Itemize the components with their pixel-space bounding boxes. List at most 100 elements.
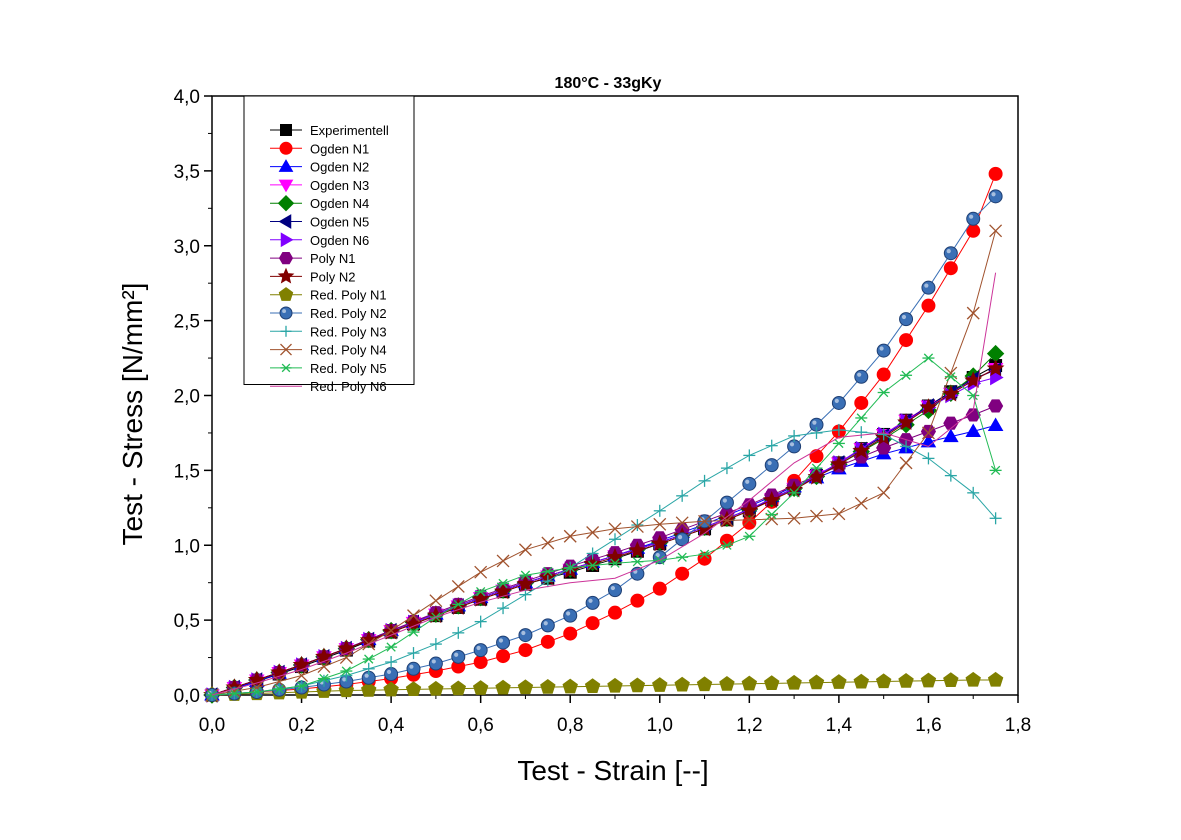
- data-point: [407, 647, 420, 660]
- data-point: [451, 649, 466, 664]
- data-point: [407, 627, 420, 637]
- data-point: [585, 595, 600, 610]
- data-point: [788, 429, 801, 442]
- series-red-poly-n6: [211, 272, 997, 696]
- data-point: [541, 575, 554, 588]
- data-point: [586, 560, 599, 571]
- legend-label: Red. Poly N3: [310, 324, 387, 339]
- data-point: [452, 599, 465, 610]
- data-point: [919, 398, 938, 416]
- legend-marker: [277, 194, 295, 212]
- data-point: [922, 353, 935, 363]
- legend-marker: [278, 179, 294, 193]
- data-point: [832, 438, 845, 449]
- data-point: [583, 554, 602, 572]
- data-point: [788, 488, 801, 498]
- data-point: [496, 649, 511, 664]
- data-point: [497, 602, 510, 615]
- legend-marker: [278, 214, 292, 229]
- data-point: [631, 557, 644, 567]
- data-point: [496, 635, 511, 650]
- data-point: [832, 423, 845, 436]
- data-point: [742, 515, 757, 530]
- data-point: [496, 554, 510, 568]
- data-point: [831, 674, 847, 689]
- data-point: [630, 593, 645, 608]
- axes: 0,0 0,2 0,4 0,6 0,8 1,0 1,2 1,4 1,6 1,8 0,0 0,5 1,0 1…: [174, 87, 1032, 736]
- legend-item: Ogden N3: [270, 178, 369, 193]
- data-point: [676, 489, 689, 502]
- data-point: [965, 671, 981, 687]
- data-point: [920, 672, 937, 688]
- legend-marker: [277, 267, 295, 284]
- legend-label: Red. Poly N5: [310, 361, 387, 376]
- data-point: [385, 642, 398, 652]
- data-point: [989, 465, 1002, 476]
- legend-marker: [279, 141, 293, 155]
- series-line: [211, 272, 997, 696]
- data-point: [540, 618, 555, 633]
- data-point: [943, 416, 959, 430]
- data-point: [786, 674, 802, 690]
- data-point: [718, 510, 736, 528]
- series-layer: [203, 166, 1005, 704]
- data-point: [519, 570, 532, 580]
- legend-label: Experimentell: [310, 123, 389, 138]
- data-point: [629, 677, 646, 693]
- legend-item: Red. Poly N4: [270, 343, 387, 358]
- data-point: [541, 566, 554, 577]
- data-point: [897, 413, 915, 430]
- data-point: [429, 638, 442, 651]
- data-point: [832, 507, 846, 521]
- data-point: [698, 549, 711, 559]
- y-tick-label: 3,0: [174, 237, 200, 258]
- data-point: [295, 681, 308, 691]
- data-point: [988, 189, 1003, 204]
- data-point: [497, 578, 510, 589]
- data-point: [720, 462, 733, 475]
- data-point: [988, 399, 1004, 413]
- data-point: [810, 509, 823, 523]
- legend-label: Ogden N2: [310, 160, 369, 175]
- data-point: [473, 643, 488, 658]
- legend-marker: [280, 124, 292, 136]
- data-point: [741, 675, 758, 691]
- data-point: [696, 676, 713, 692]
- data-point: [406, 661, 421, 676]
- data-point: [943, 261, 958, 276]
- legend-item: Ogden N6: [270, 232, 369, 248]
- x-tick-label: 1,0: [647, 715, 673, 736]
- legend-item: Red. Poly N2: [270, 306, 387, 321]
- legend-label: Poly N1: [310, 251, 356, 266]
- legend-marker: [279, 306, 293, 320]
- legend-marker: [278, 251, 294, 265]
- legend-item: Red. Poly N5: [270, 361, 387, 376]
- data-point: [740, 501, 759, 519]
- legend-label: Red. Poly N1: [310, 288, 387, 303]
- legend-label: Ogden N4: [310, 196, 369, 211]
- data-point: [227, 684, 241, 698]
- data-point: [650, 534, 669, 552]
- data-point: [675, 566, 690, 581]
- data-point: [720, 514, 734, 528]
- legend: Experimentell Ogden N1 Ogden N2 Ogden N3 Ogd…: [243, 95, 415, 394]
- data-point: [810, 463, 823, 473]
- x-tick-label: 1,2: [736, 715, 762, 736]
- legend-label: Poly N2: [310, 269, 356, 284]
- data-point: [563, 608, 578, 623]
- data-point: [719, 676, 735, 691]
- data-point: [608, 605, 622, 620]
- data-point: [473, 655, 488, 670]
- data-point: [564, 563, 577, 573]
- data-point: [653, 504, 666, 517]
- data-point: [317, 673, 330, 684]
- y-tick-label: 4,0: [174, 87, 200, 108]
- data-point: [698, 474, 711, 487]
- data-point: [944, 469, 957, 482]
- x-tick-label: 1,8: [1005, 715, 1031, 736]
- data-point: [652, 677, 668, 692]
- data-point: [495, 679, 511, 695]
- legend-marker: [280, 363, 292, 373]
- legend-item: Poly N1: [270, 251, 356, 266]
- data-point: [987, 671, 1004, 687]
